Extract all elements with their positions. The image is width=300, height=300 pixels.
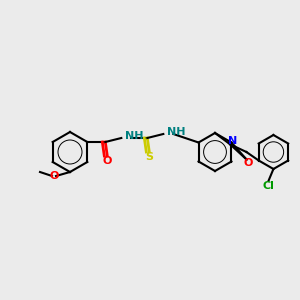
- Text: N: N: [228, 136, 237, 146]
- Text: O: O: [244, 158, 253, 168]
- Text: Cl: Cl: [262, 181, 274, 191]
- Text: NH: NH: [125, 131, 144, 141]
- Text: O: O: [49, 171, 59, 181]
- Text: O: O: [103, 156, 112, 166]
- Text: S: S: [145, 152, 153, 162]
- Text: NH: NH: [167, 127, 186, 137]
